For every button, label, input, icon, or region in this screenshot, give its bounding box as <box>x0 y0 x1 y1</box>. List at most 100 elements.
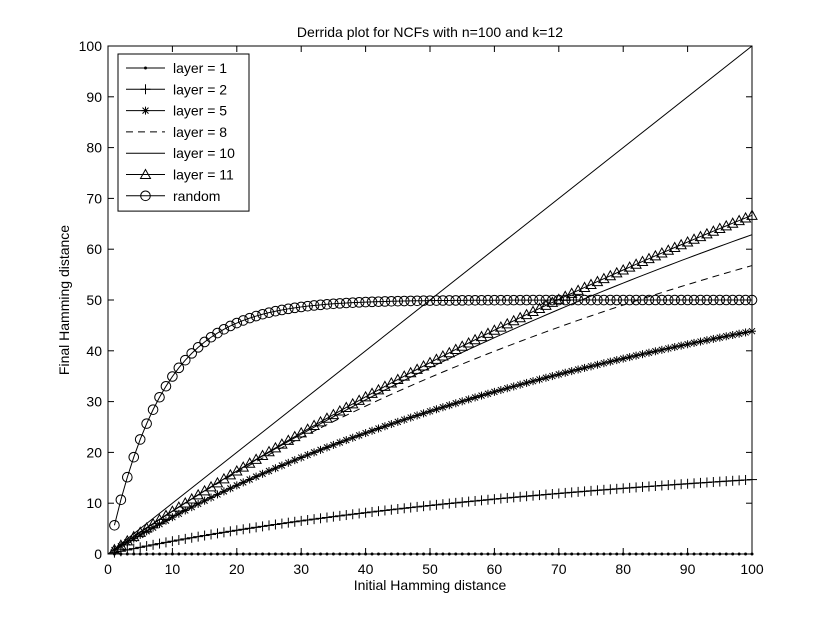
series-point <box>548 372 557 381</box>
series-point <box>657 345 666 354</box>
series-point <box>402 552 406 556</box>
series-point <box>463 295 474 306</box>
series-point <box>437 499 448 510</box>
series-point <box>489 494 500 505</box>
series-point <box>366 296 378 308</box>
series-point <box>252 472 261 481</box>
series-point <box>224 468 237 480</box>
series-point <box>537 552 541 556</box>
series-point <box>276 438 288 449</box>
series-point <box>293 552 297 556</box>
series-point <box>438 403 447 412</box>
series-point <box>238 524 249 535</box>
series-point <box>456 295 468 306</box>
series-point <box>367 506 378 517</box>
series-point <box>374 424 383 433</box>
series-point <box>329 440 338 449</box>
series-point <box>728 330 737 339</box>
series-point <box>670 343 679 352</box>
series-point <box>331 552 335 556</box>
series-0 <box>112 552 754 556</box>
series-point <box>718 552 722 556</box>
series-point <box>444 295 455 306</box>
series-point <box>563 552 567 556</box>
series-point <box>460 552 464 556</box>
series-point <box>470 495 481 506</box>
series-point <box>675 294 687 306</box>
series-point <box>624 294 635 306</box>
series-point <box>528 490 539 501</box>
series-point <box>579 486 590 497</box>
series-point <box>688 294 700 306</box>
series-point <box>302 515 313 526</box>
legend-marker <box>144 66 147 70</box>
series-point <box>413 411 422 420</box>
legend-label: layer = 5 <box>173 103 227 119</box>
series-point <box>682 294 693 306</box>
series-point <box>181 506 190 515</box>
series-point <box>450 295 462 306</box>
series-point <box>219 487 228 496</box>
series-point <box>177 552 181 556</box>
series-point <box>463 496 474 507</box>
series-point <box>496 386 505 395</box>
series-point <box>284 458 293 467</box>
series-point <box>109 519 120 531</box>
series-point <box>638 350 647 359</box>
series-point <box>595 552 599 556</box>
series-point <box>673 552 677 556</box>
series-point <box>559 294 571 306</box>
series-point <box>145 552 149 556</box>
series-point <box>406 413 415 422</box>
series-point <box>486 552 490 556</box>
series-point <box>527 294 539 306</box>
series-point <box>312 552 316 556</box>
series-point <box>225 526 236 537</box>
series-point <box>342 436 351 445</box>
series-point <box>309 514 320 525</box>
x-tick-label: 50 <box>422 561 438 577</box>
series-point <box>606 357 615 366</box>
series-point <box>720 294 732 306</box>
series-point <box>347 509 358 520</box>
series-point <box>154 391 165 403</box>
series-point <box>512 552 516 556</box>
series-point <box>325 552 329 556</box>
series-point <box>379 296 391 307</box>
series-point <box>547 488 558 499</box>
series-6 <box>109 294 758 531</box>
series-point <box>576 552 580 556</box>
series-point <box>647 552 651 556</box>
series-point <box>138 552 142 556</box>
x-tick-label: 80 <box>615 561 631 577</box>
series-point <box>267 552 271 556</box>
series-point <box>495 294 507 306</box>
series-point <box>473 552 477 556</box>
legend-marker <box>140 190 151 202</box>
legend-box <box>117 53 250 212</box>
series-point <box>319 552 323 556</box>
series-point <box>566 487 577 498</box>
series-point <box>495 493 506 504</box>
series-point <box>733 294 745 306</box>
series-point <box>540 294 552 306</box>
series-point <box>489 294 500 306</box>
series-point <box>521 491 532 502</box>
series-point <box>334 298 346 309</box>
series-point <box>746 294 758 306</box>
series-point <box>621 552 625 556</box>
series-3 <box>114 265 753 550</box>
series-point <box>135 542 146 553</box>
series-point <box>608 552 612 556</box>
series-point <box>213 490 222 499</box>
legend-entry: layer = 2 <box>126 81 227 97</box>
series-point <box>602 552 606 556</box>
series-point <box>432 405 441 414</box>
series-point <box>599 359 608 368</box>
series-point <box>534 490 545 501</box>
series-point <box>276 518 287 529</box>
series-point <box>351 552 355 556</box>
series-point <box>572 294 584 306</box>
series-point <box>128 543 139 554</box>
x-tick-label: 30 <box>293 561 309 577</box>
